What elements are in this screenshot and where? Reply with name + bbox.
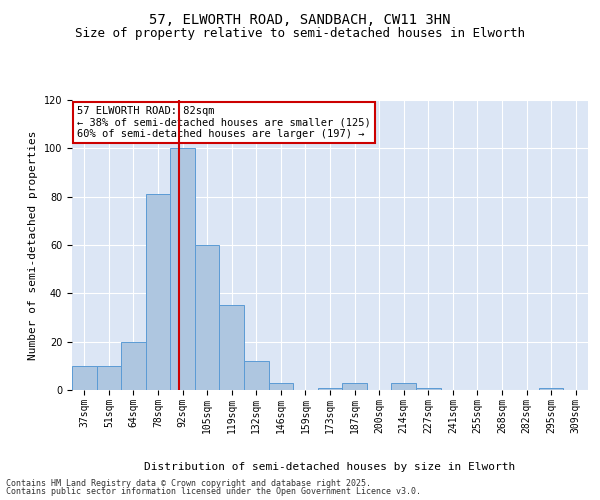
Bar (72, 366, 97, 390)
Text: 57 ELWORTH ROAD: 82sqm
← 38% of semi-detached houses are smaller (125)
60% of se: 57 ELWORTH ROAD: 82sqm ← 38% of semi-det… (77, 106, 371, 139)
Bar (121, 342, 146, 390)
Text: Size of property relative to semi-detached houses in Elworth: Size of property relative to semi-detach… (75, 28, 525, 40)
Bar (391, 383, 416, 390)
Text: Distribution of semi-detached houses by size in Elworth: Distribution of semi-detached houses by … (145, 462, 515, 472)
Bar (539, 388, 563, 390)
Y-axis label: Number of semi-detached properties: Number of semi-detached properties (28, 130, 38, 360)
Bar (342, 383, 367, 390)
Bar (170, 148, 195, 390)
Text: Contains public sector information licensed under the Open Government Licence v3: Contains public sector information licen… (6, 487, 421, 496)
Bar (220, 306, 244, 390)
Bar (97, 366, 121, 390)
Bar (318, 388, 342, 390)
Bar (244, 361, 269, 390)
Bar (146, 194, 170, 390)
Bar (195, 245, 220, 390)
Bar (416, 388, 440, 390)
Text: 57, ELWORTH ROAD, SANDBACH, CW11 3HN: 57, ELWORTH ROAD, SANDBACH, CW11 3HN (149, 12, 451, 26)
Text: Contains HM Land Registry data © Crown copyright and database right 2025.: Contains HM Land Registry data © Crown c… (6, 478, 371, 488)
Bar (269, 383, 293, 390)
